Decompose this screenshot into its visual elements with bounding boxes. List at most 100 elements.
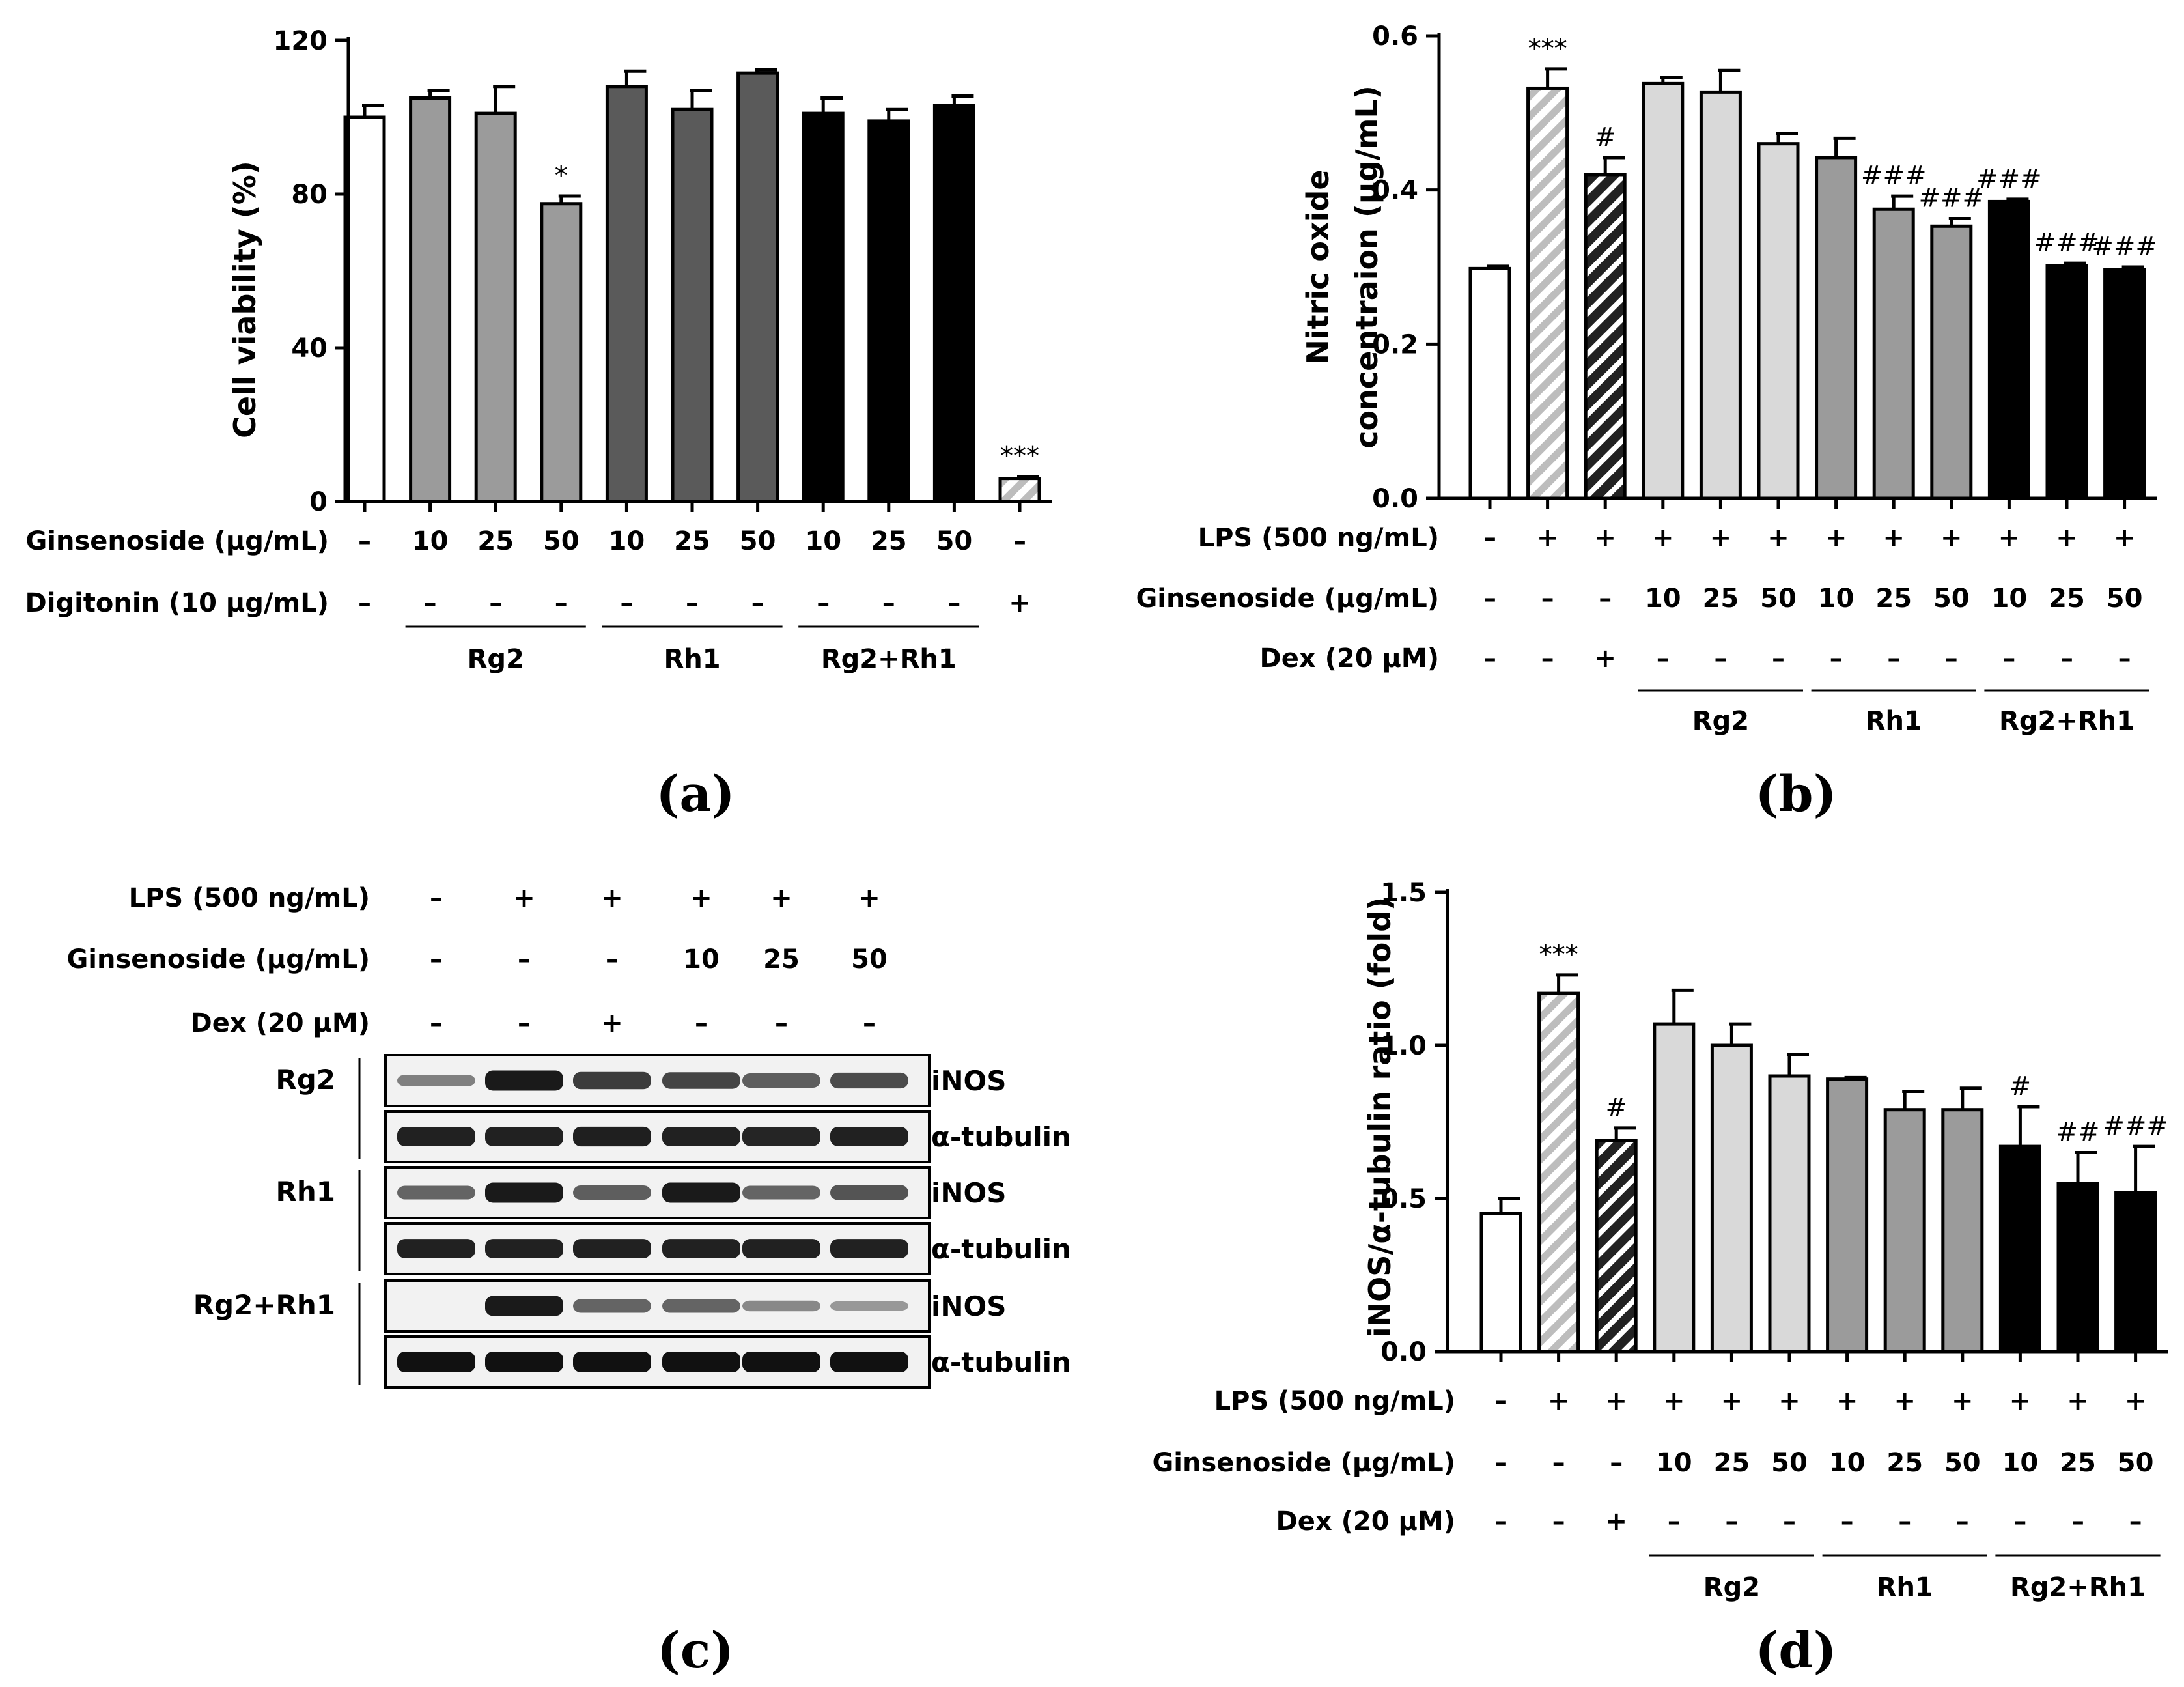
panel-c-label: (c) (657, 1621, 734, 1679)
table-cell: 10 (1818, 584, 1855, 614)
panel-d-condition-table: LPS (500 ng/mL) – + + + + + + + + + + + Ginsenoside (… (1152, 1386, 2161, 1602)
table-cell: + (2067, 1386, 2089, 1416)
protein-band (830, 1301, 908, 1311)
table-cell: 25 (1875, 584, 1912, 614)
significance-mark: # (1605, 1093, 1627, 1123)
table-cell: + (1663, 1386, 1685, 1416)
table-cell: 50 (851, 944, 888, 974)
panel-b-label: (b) (1755, 765, 1836, 823)
table-cell: – (518, 1008, 531, 1038)
y-tick-label: 0.5 (1380, 1184, 1427, 1214)
table-cell: – (695, 1008, 708, 1038)
table-cell: 25 (2060, 1448, 2096, 1478)
panel-a-bars: **** (343, 68, 1041, 503)
table-cell: + (1594, 523, 1616, 553)
table-cell: – (947, 588, 960, 618)
table-cell: + (1710, 523, 1732, 553)
panel-b-y-axis-title-line1: Nitric oxide (1300, 169, 1336, 364)
table-row-label: Ginsenoside (μg/mL) (1152, 1448, 1455, 1478)
table-cell: – (1494, 1386, 1507, 1416)
table-cell: 10 (683, 944, 720, 974)
panel-c-condition-table: LPS (500 ng/mL) – + + + + + Ginsenoside (μg/mL)… (66, 883, 887, 1038)
y-tick-label: 80 (291, 180, 328, 210)
bar (1815, 156, 1858, 500)
blot-strip (384, 1279, 931, 1333)
protein-band (573, 1126, 651, 1147)
blot-group-label: Rh1 (276, 1176, 335, 1208)
table-cell: + (1883, 523, 1905, 553)
table-cell: – (1714, 644, 1727, 673)
table-cell: – (775, 1008, 788, 1038)
table-cell: + (1952, 1386, 1974, 1416)
bar (1642, 81, 1685, 500)
table-cell: + (1998, 523, 2021, 553)
bar (605, 85, 648, 503)
protein-band (662, 1072, 740, 1089)
bar (1595, 1139, 1638, 1354)
bar (1941, 1108, 1984, 1354)
table-cell: 50 (1760, 584, 1797, 614)
table-cell: – (751, 588, 764, 618)
table-row-label: LPS (500 ng/mL) (129, 883, 370, 913)
table-cell: – (1013, 526, 1026, 556)
table-cell: + (1836, 1386, 1858, 1416)
bar (998, 477, 1041, 503)
table-cell: 10 (1656, 1448, 1692, 1478)
significance-mark: # (2009, 1071, 2032, 1101)
bar (1768, 1074, 1811, 1354)
panel-c-western-blot: LPS (500 ng/mL) – + + + + + Ginsenoside (μg/mL)… (66, 883, 1071, 1679)
table-cell: – (1841, 1507, 1854, 1537)
table-cell: – (1657, 644, 1670, 673)
table-cell: 25 (674, 526, 710, 556)
table-cell: – (1772, 644, 1785, 673)
table-row-label: LPS (500 ng/mL) (1214, 1386, 1455, 1416)
panel-b-bars: ***################ (1468, 34, 2157, 500)
bar (2045, 264, 2088, 500)
protein-band (485, 1127, 563, 1146)
blot-group-label: Rg2 (275, 1064, 335, 1096)
table-cell: – (1945, 644, 1958, 673)
table-cell: 25 (763, 944, 800, 974)
panel-a-y-axis-title: Cell viability (%) (227, 161, 262, 438)
table-cell: – (1483, 584, 1496, 614)
table-cell: – (606, 944, 619, 974)
protein-band (485, 1296, 563, 1316)
protein-band (830, 1239, 908, 1258)
table-cell: – (1541, 584, 1554, 614)
table-row-label: Dex (20 μM) (1276, 1507, 1455, 1537)
table-cell: – (1725, 1507, 1738, 1537)
group-label: Rh1 (1877, 1572, 1933, 1602)
significance-mark: ### (1861, 161, 1927, 191)
significance-mark: ### (2092, 232, 2157, 262)
protein-band (742, 1239, 820, 1258)
protein-label: iNOS (931, 1177, 1007, 1209)
protein-label: α-tubulin (931, 1233, 1071, 1265)
table-cell: – (2002, 644, 2015, 673)
table-row-label: Digitonin (10 μg/mL) (25, 588, 329, 618)
table-cell: 50 (1933, 584, 1970, 614)
panel-d-y-axis-title: iNOS/α-tubulin ratio (fold) (1362, 897, 1397, 1337)
table-cell: 50 (543, 526, 580, 556)
bar (1987, 199, 2030, 500)
panel-d-label: (d) (1755, 1621, 1836, 1679)
group-label: Rg2+Rh1 (821, 644, 957, 674)
protein-band (662, 1299, 740, 1313)
protein-band (742, 1352, 820, 1372)
protein-band (662, 1127, 740, 1146)
table-cell: – (1956, 1507, 1969, 1537)
panel-d-inos-ratio: ***#### ### 0.00.51.01.5 iNOS/α-tubulin r… (1152, 878, 2168, 1679)
table-cell: 10 (1645, 584, 1681, 614)
table-cell: 10 (1829, 1448, 1866, 1478)
table-cell: – (430, 944, 443, 974)
table-cell: – (424, 588, 437, 618)
bar (1872, 207, 1915, 500)
table-cell: – (2118, 644, 2131, 673)
table-cell: – (1483, 644, 1496, 673)
table-cell: + (1894, 1386, 1916, 1416)
bar (2114, 1191, 2157, 1354)
table-cell: – (1887, 644, 1900, 673)
protein-band (573, 1239, 651, 1258)
y-tick-label: 0.6 (1372, 21, 1418, 51)
bar (867, 119, 910, 503)
protein-band (662, 1239, 740, 1258)
